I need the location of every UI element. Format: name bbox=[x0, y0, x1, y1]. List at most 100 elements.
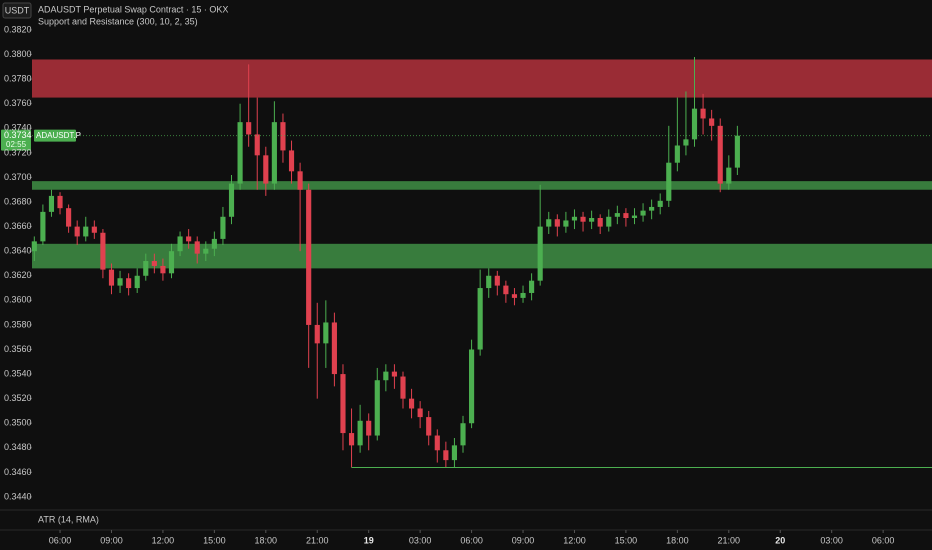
candle-body bbox=[314, 324, 320, 344]
candle-body bbox=[160, 265, 166, 274]
candle-body bbox=[340, 374, 346, 434]
y-tick-label: 0.3460 bbox=[4, 467, 32, 477]
candle-body bbox=[366, 420, 372, 436]
candle-body bbox=[143, 261, 149, 276]
candle-body bbox=[254, 134, 260, 156]
countdown: 02:55 bbox=[6, 140, 27, 149]
candle-body bbox=[323, 322, 329, 344]
candle-body bbox=[486, 275, 492, 289]
symbol-label: ADAUSDT.P bbox=[36, 131, 81, 140]
candle-body bbox=[666, 162, 672, 201]
last-price-box bbox=[1, 129, 31, 151]
y-tick-label: 0.3560 bbox=[4, 344, 32, 354]
y-tick-label: 0.3660 bbox=[4, 221, 32, 231]
candle-body bbox=[246, 122, 252, 135]
candle-body bbox=[194, 241, 200, 254]
candle-body bbox=[108, 269, 115, 286]
x-tick-label: 15:00 bbox=[615, 535, 638, 545]
candle-body bbox=[674, 145, 680, 163]
candle-body bbox=[700, 108, 706, 119]
candle-body bbox=[203, 248, 209, 254]
y-tick-label: 0.3760 bbox=[4, 98, 32, 108]
candle-body bbox=[306, 189, 312, 325]
y-tick-label: 0.3720 bbox=[4, 147, 32, 157]
currency: USDT bbox=[5, 5, 30, 15]
x-tick-label: 20 bbox=[775, 535, 785, 545]
candle-body bbox=[288, 150, 295, 172]
x-tick-label: 21:00 bbox=[306, 535, 329, 545]
y-tick-label: 0.3780 bbox=[4, 74, 32, 84]
y-tick-label: 0.3600 bbox=[4, 295, 32, 305]
candle-body bbox=[237, 122, 243, 184]
candle-body bbox=[606, 216, 612, 227]
candle-body bbox=[683, 139, 689, 146]
candle-body bbox=[554, 219, 560, 227]
x-tick-label: 19 bbox=[364, 535, 374, 545]
x-tick-label: 03:00 bbox=[820, 535, 843, 545]
candle-body bbox=[263, 155, 269, 184]
candle-body bbox=[469, 349, 475, 424]
candle-body bbox=[74, 226, 80, 237]
y-tick-label: 0.3740 bbox=[4, 123, 32, 133]
candle-body bbox=[717, 125, 723, 184]
candle-body bbox=[391, 371, 397, 377]
candle-body bbox=[434, 435, 440, 451]
candle-body bbox=[31, 241, 37, 252]
candle-body bbox=[571, 216, 578, 221]
candle-body bbox=[91, 226, 97, 233]
candle-body bbox=[631, 215, 638, 219]
y-tick-label: 0.3800 bbox=[4, 49, 32, 59]
candle-body bbox=[400, 376, 406, 399]
candle-body bbox=[511, 294, 518, 298]
x-tick-label: 06:00 bbox=[49, 535, 72, 545]
candle-body bbox=[426, 417, 432, 436]
candle-body bbox=[709, 118, 715, 126]
candle-body bbox=[348, 433, 355, 446]
candle-body bbox=[280, 122, 286, 151]
candles bbox=[31, 57, 740, 468]
x-tick-label: 18:00 bbox=[666, 535, 689, 545]
candle-body bbox=[228, 183, 235, 217]
candle-body bbox=[100, 232, 106, 270]
y-tick-label: 0.3820 bbox=[4, 24, 32, 34]
y-tick-label: 0.3480 bbox=[4, 442, 32, 452]
candle-body bbox=[331, 322, 337, 375]
candle-body bbox=[134, 275, 140, 289]
candle-body bbox=[374, 380, 380, 436]
x-tick-label: 21:00 bbox=[718, 535, 741, 545]
candle-body bbox=[451, 445, 458, 461]
candle-body bbox=[126, 278, 132, 289]
candle-body bbox=[657, 200, 663, 207]
currency-box[interactable] bbox=[2, 2, 32, 19]
candle-body bbox=[151, 261, 157, 266]
candle-body bbox=[623, 213, 629, 219]
x-tick-label: 18:00 bbox=[255, 535, 278, 545]
candle-body bbox=[597, 218, 603, 227]
candle-body bbox=[691, 108, 698, 140]
candle-body bbox=[271, 122, 277, 184]
candle-body bbox=[546, 219, 552, 227]
candle-body bbox=[66, 208, 72, 227]
y-tick-label: 0.3620 bbox=[4, 270, 32, 280]
symbol-box bbox=[34, 129, 76, 142]
indicator-name: Support and Resistance (300, 10, 2, 35) bbox=[38, 16, 198, 26]
candle-body bbox=[589, 218, 595, 222]
candle-body bbox=[177, 236, 183, 252]
candle-body bbox=[494, 275, 500, 286]
candle-body bbox=[649, 206, 655, 211]
y-tick-label: 0.3680 bbox=[4, 196, 32, 206]
chart-title: ADAUSDT Perpetual Swap Contract · 15 · O… bbox=[38, 4, 228, 14]
candle-body bbox=[614, 213, 620, 217]
candle-body bbox=[408, 398, 415, 409]
candle-body bbox=[211, 238, 217, 249]
candle-body bbox=[520, 292, 526, 298]
candle-body bbox=[40, 211, 46, 242]
candle-body bbox=[580, 216, 586, 222]
candle-body bbox=[563, 220, 569, 227]
y-tick-label: 0.3580 bbox=[4, 319, 32, 329]
y-tick-label: 0.3520 bbox=[4, 393, 32, 403]
candle-body bbox=[186, 236, 192, 242]
candle-body bbox=[83, 226, 89, 237]
